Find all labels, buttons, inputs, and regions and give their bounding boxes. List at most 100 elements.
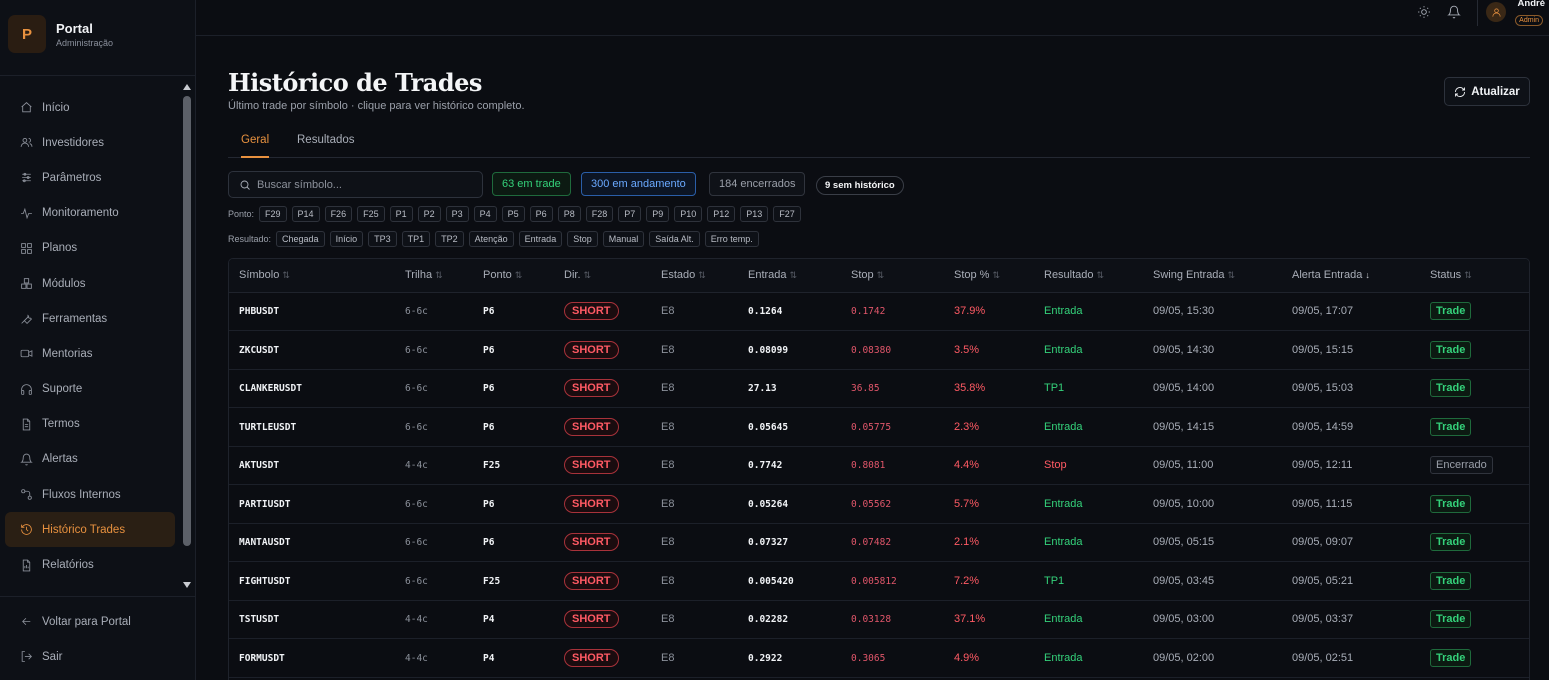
closed-counter[interactable]: 184 encerrados <box>709 172 806 196</box>
resultado-filter-chip[interactable]: Atenção <box>468 231 514 247</box>
table-row[interactable]: TURTLEUSDT 6-6c P6 SHORT E8 0.05645 0.05775 2.3… <box>229 407 1529 447</box>
sun-icon[interactable] <box>1417 5 1431 19</box>
sidebar-item-suporte[interactable]: Suporte <box>5 372 175 407</box>
resultado-filter-chip[interactable]: TP3 <box>368 231 397 247</box>
table-cell: 3.5% <box>944 330 1034 370</box>
sidebar-item-inicio[interactable]: Início <box>5 90 175 125</box>
in-trade-counter[interactable]: 63 em trade <box>492 172 571 196</box>
sidebar-item-relatorios[interactable]: Relatórios <box>5 547 175 582</box>
ponto-filter-chip[interactable]: F26 <box>324 206 353 222</box>
table-cell: 4.4% <box>944 446 1034 485</box>
ponto-filter-chip[interactable]: P5 <box>501 206 525 222</box>
column-header[interactable]: Ponto ⇅ <box>473 259 554 293</box>
ponto-filter-chip[interactable]: F29 <box>259 206 287 222</box>
column-header[interactable]: Resultado ⇅ <box>1034 259 1143 293</box>
resultado-filter-chip[interactable]: Entrada <box>518 231 563 247</box>
estado-cell: E8 <box>661 343 675 356</box>
resultado-filter-chip[interactable]: Início <box>329 231 364 247</box>
column-header[interactable]: Trilha ⇅ <box>395 259 473 293</box>
resultado-filter-chip[interactable]: Manual <box>602 231 645 247</box>
table-row[interactable]: ZKCUSDT 6-6c P6 SHORT E8 0.08099 0.08380 3.5% En… <box>229 330 1529 370</box>
sidebar-item-modulos[interactable]: Módulos <box>5 266 175 301</box>
avatar[interactable] <box>1486 2 1506 22</box>
sidebar-item-planos[interactable]: Planos <box>5 231 175 266</box>
ponto-filter-chip[interactable]: P6 <box>529 206 553 222</box>
sidebar-scrollbar[interactable] <box>181 80 193 592</box>
result-cell: Entrada <box>1044 497 1083 510</box>
resultado-filter-chip[interactable]: Saída Alt. <box>649 231 700 247</box>
table-header-row: Símbolo ⇅ Trilha ⇅ Ponto ⇅ Dir. ⇅ Estado ⇅ Entrada… <box>229 259 1529 293</box>
sidebar-item-voltar-para-portal[interactable]: Voltar para Portal <box>5 604 190 639</box>
sidebar-item-label: Planos <box>42 242 78 255</box>
table-row[interactable]: CLANKERUSDT 6-6c P6 SHORT E8 27.13 36.85 35.8% T… <box>229 369 1529 408</box>
resultado-filter-chip[interactable]: Stop <box>567 231 598 247</box>
sidebar-item-label: Mentorias <box>42 347 93 360</box>
ponto-filter-chip[interactable]: F27 <box>773 206 801 222</box>
stop-price-cell: 0.005812 <box>851 575 897 587</box>
table-row[interactable]: FIGHTUSDT 6-6c F25 SHORT E8 0.005420 0.005812 7… <box>229 561 1529 601</box>
resultado-filter-chip[interactable]: Erro temp. <box>704 231 759 247</box>
sidebar-item-parametros[interactable]: Parâmetros <box>5 160 175 195</box>
resultado-filter-chip[interactable]: TP2 <box>435 231 464 247</box>
sidebar-item-ferramentas[interactable]: Ferramentas <box>5 301 175 336</box>
table-row[interactable]: FORMUSDT 4-4c P4 SHORT E8 0.2922 0.3065 4.9% Ent… <box>229 638 1529 678</box>
symbol-cell: TURTLEUSDT <box>239 421 297 433</box>
table-row[interactable]: TSTUSDT 4-4c P4 SHORT E8 0.02282 0.03128 37.1% E… <box>229 600 1529 639</box>
column-header[interactable]: Estado ⇅ <box>651 259 738 293</box>
table-row[interactable]: PHBUSDT 6-6c P6 SHORT E8 0.1264 0.1742 37.9% Ent… <box>229 292 1529 331</box>
bell-icon[interactable] <box>1447 5 1461 19</box>
sidebar-item-mentorias[interactable]: Mentorias <box>5 336 175 371</box>
ponto-filter-chip[interactable]: P9 <box>646 206 670 222</box>
search-input[interactable] <box>257 176 477 194</box>
scroll-thumb[interactable] <box>183 96 191 546</box>
scroll-down-arrow-icon[interactable] <box>183 582 191 588</box>
resultado-filter-chip[interactable]: Chegada <box>276 231 325 247</box>
trilha-cell: 6-6c <box>405 383 428 395</box>
ponto-filter-chip[interactable]: P8 <box>557 206 581 222</box>
scroll-up-arrow-icon[interactable] <box>183 84 191 90</box>
tab-resultados[interactable]: Resultados <box>297 134 355 146</box>
ponto-filter-chip[interactable]: P1 <box>389 206 413 222</box>
ponto-filter-chip[interactable]: P2 <box>417 206 441 222</box>
ponto-filter-chip[interactable]: P14 <box>291 206 320 222</box>
tab-geral[interactable]: Geral <box>241 134 270 158</box>
no-history-counter[interactable]: 9 sem histórico <box>816 176 904 195</box>
ponto-cell: P6 <box>483 498 495 510</box>
column-header[interactable]: Dir. ⇅ <box>554 259 651 293</box>
table-cell: E8 <box>651 369 738 408</box>
sidebar-item-historico-trades[interactable]: Histórico Trades <box>5 512 175 548</box>
refresh-button[interactable]: Atualizar <box>1444 77 1530 106</box>
table-cell: 6-6c <box>395 407 473 447</box>
ponto-filter-chip[interactable]: F28 <box>585 206 614 222</box>
ponto-filter-chip[interactable]: P12 <box>707 206 736 222</box>
table-row[interactable]: MANTAUSDT 6-6c P6 SHORT E8 0.07327 0.07482 2.1%… <box>229 523 1529 562</box>
ponto-filter-chip[interactable]: P10 <box>674 206 703 222</box>
sidebar-item-sair[interactable]: Sair <box>5 639 190 674</box>
table-cell: 6-6c <box>395 369 473 408</box>
sidebar-item-alertas[interactable]: Alertas <box>5 442 175 477</box>
column-header[interactable]: Stop ⇅ <box>841 259 944 293</box>
column-header[interactable]: Símbolo ⇅ <box>229 259 395 293</box>
table-row[interactable]: AKTUSDT 4-4c F25 SHORT E8 0.7742 0.8081 4.4% Sto… <box>229 446 1529 485</box>
ponto-filter-chip[interactable]: P7 <box>618 206 642 222</box>
column-header[interactable]: Swing Entrada ⇅ <box>1143 259 1282 293</box>
table-cell: 0.03128 <box>841 600 944 639</box>
ponto-filter-chip[interactable]: F25 <box>357 206 385 222</box>
sidebar-item-monitoramento[interactable]: Monitoramento <box>5 196 175 231</box>
resultado-filter-chip[interactable]: TP1 <box>401 231 431 247</box>
column-header[interactable]: Alerta Entrada ↓ <box>1282 259 1420 293</box>
ponto-filter-chip[interactable]: P3 <box>445 206 469 222</box>
table-cell: P4 <box>473 638 554 678</box>
column-header[interactable]: Stop % ⇅ <box>944 259 1034 293</box>
column-header[interactable]: Entrada ⇅ <box>738 259 841 293</box>
column-header[interactable]: Status ⇅ <box>1420 259 1529 293</box>
sidebar-item-fluxos-internos[interactable]: Fluxos Internos <box>5 477 175 512</box>
ponto-filter-chip[interactable]: P13 <box>740 206 769 222</box>
table-row[interactable]: PARTIUSDT 6-6c P6 SHORT E8 0.05264 0.05562 5.7%… <box>229 484 1529 524</box>
column-header-label: Status <box>1430 269 1462 282</box>
sidebar-item-termos[interactable]: Termos <box>5 407 175 442</box>
ponto-filter-chip[interactable]: P4 <box>473 206 497 222</box>
sidebar-item-investidores[interactable]: Investidores <box>5 125 175 160</box>
column-header-label: Ponto <box>483 269 512 282</box>
in-progress-counter[interactable]: 300 em andamento <box>581 172 696 196</box>
